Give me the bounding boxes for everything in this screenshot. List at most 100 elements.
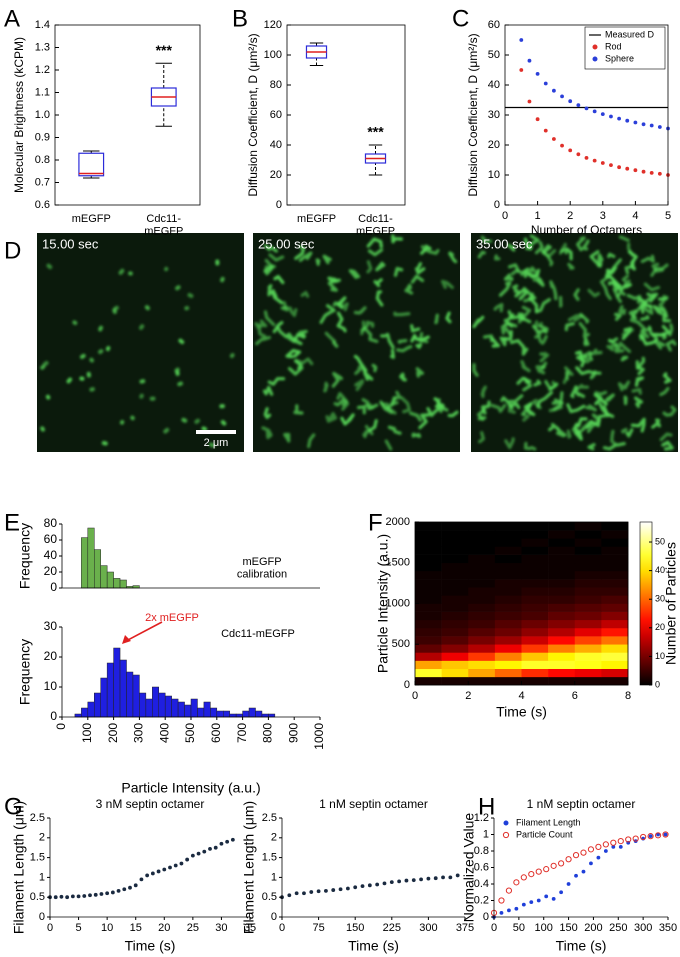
filament-blob <box>393 266 404 277</box>
y-tick-label: 20 <box>44 564 58 578</box>
y-tick-label: 80 <box>270 79 282 91</box>
y-tick-label: 0.5 <box>30 891 45 903</box>
y-tick-label: 50 <box>488 49 500 61</box>
heatmap-cell <box>441 579 469 588</box>
filament-blob <box>581 239 590 251</box>
heatmap-cell <box>494 619 522 629</box>
histogram-bar <box>87 527 95 589</box>
filament-blob <box>415 367 424 378</box>
data-point <box>641 169 646 174</box>
filament-blob <box>609 258 622 275</box>
filament-blob <box>375 261 386 272</box>
y-axis-label: Particle Intensity (a.u.) <box>375 534 391 673</box>
x-tick-label: 200 <box>106 723 120 743</box>
histogram-bar <box>223 710 230 718</box>
heatmap-cell <box>494 636 522 645</box>
data-point <box>617 838 624 845</box>
data-point <box>568 99 573 104</box>
heatmap-cell <box>574 579 602 588</box>
data-point <box>574 873 578 878</box>
heatmap-cell <box>574 587 602 596</box>
filament-blob <box>640 254 655 263</box>
x-tick-label: 350 <box>659 922 677 934</box>
filament-blob <box>490 336 500 348</box>
filament-blob <box>639 303 654 315</box>
heatmap-cell <box>415 668 442 678</box>
data-point <box>521 902 526 907</box>
filament-blob <box>433 397 441 409</box>
x-tick-label: 0 <box>279 922 285 934</box>
filament-blob <box>637 296 653 308</box>
filament-blob <box>367 419 378 433</box>
filament-blob <box>503 322 518 328</box>
x-tick-label: 4 <box>632 210 638 222</box>
filament-blob <box>578 322 590 338</box>
data-point <box>505 887 513 894</box>
heatmap-cell <box>441 595 469 604</box>
data-point <box>70 894 75 899</box>
filament-blob <box>209 442 215 448</box>
data-point <box>589 861 593 866</box>
histogram-bar <box>235 713 243 718</box>
heatmap-cell <box>468 546 496 555</box>
filament-blob <box>520 267 534 277</box>
filament-blob <box>480 385 487 398</box>
filament-blob <box>415 342 423 349</box>
filament-blob <box>477 250 486 259</box>
heatmap-cell <box>494 652 522 661</box>
histogram-bar <box>164 695 172 718</box>
data-point <box>82 894 87 898</box>
heatmap-cell <box>468 660 496 669</box>
heatmap-cell <box>494 668 522 678</box>
heatmap-cell <box>574 660 602 669</box>
heatmap-cell <box>415 660 442 669</box>
data-point <box>375 882 380 887</box>
heatmap-cell <box>601 652 629 661</box>
data-point <box>663 832 668 837</box>
heatmap-cell <box>494 660 522 669</box>
filament-blob <box>295 357 314 366</box>
filament-blob <box>662 312 671 323</box>
data-point <box>498 897 505 904</box>
filament-blob <box>602 442 626 451</box>
heatmap-cell <box>494 538 522 547</box>
data-point <box>559 890 564 895</box>
filament-blob <box>654 340 666 350</box>
filament-blob <box>524 441 537 451</box>
filament-blob <box>646 292 659 303</box>
filament-blob <box>480 235 493 244</box>
data-point <box>208 846 212 851</box>
data-point <box>617 165 621 170</box>
y-tick-label: 60 <box>270 109 282 121</box>
heatmap-cell <box>415 636 442 645</box>
filament-blob <box>420 245 440 255</box>
filament-blob <box>528 234 540 251</box>
heatmap-cell <box>468 522 496 531</box>
filament-blob <box>285 348 302 359</box>
data-point <box>185 857 190 862</box>
heatmap-cell <box>415 554 442 564</box>
x-tick-label: 800 <box>261 723 275 743</box>
heatmap-cell <box>468 570 496 580</box>
histogram-bar <box>139 692 147 718</box>
histogram-bar <box>126 671 134 718</box>
filament-blob <box>472 363 479 377</box>
filament-blob <box>269 289 284 305</box>
y-axis-label: Normalized Value <box>461 813 477 923</box>
heatmap-cell <box>468 627 496 637</box>
x-tick-label: 600 <box>209 723 223 743</box>
filament-blob <box>390 349 395 359</box>
y-axis-label: Filament Length (μm) <box>11 801 27 934</box>
y-tick-label: 100 <box>264 49 282 61</box>
y-tick-label: 1.4 <box>35 19 50 31</box>
data-point <box>519 38 524 42</box>
filament-blob <box>549 280 558 301</box>
x-axis-label: Particle Intensity (a.u.) <box>121 780 260 796</box>
histogram-bar <box>216 710 224 718</box>
data-point <box>499 910 504 915</box>
filament-blob <box>617 380 631 392</box>
heatmap-cell <box>494 627 522 637</box>
histogram-bar <box>74 713 82 718</box>
x-tick-label: 150 <box>559 922 577 934</box>
filament-blob <box>508 263 520 273</box>
